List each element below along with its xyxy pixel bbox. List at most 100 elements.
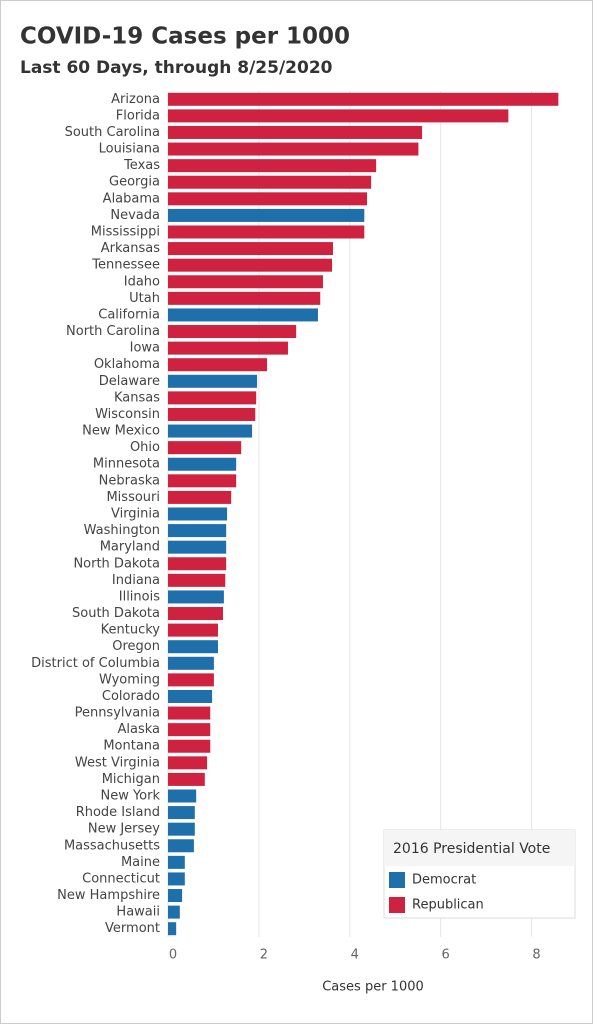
bar bbox=[168, 756, 208, 770]
y-tick-label: District of Columbia bbox=[31, 656, 160, 671]
y-tick-label: Iowa bbox=[130, 341, 160, 356]
y-tick-label: South Carolina bbox=[65, 125, 160, 140]
y-tick-label: Ohio bbox=[130, 440, 160, 455]
bar bbox=[168, 872, 185, 886]
y-tick-label: Alabama bbox=[103, 191, 160, 206]
bar bbox=[168, 424, 253, 438]
x-tick-label: 8 bbox=[532, 948, 540, 963]
y-tick-label: West Virginia bbox=[75, 755, 160, 770]
y-tick-label: Colorado bbox=[102, 689, 160, 704]
bar bbox=[168, 441, 242, 455]
bar bbox=[168, 905, 180, 919]
bar bbox=[168, 590, 224, 604]
bar bbox=[168, 540, 227, 554]
y-tick-label: Rhode Island bbox=[76, 805, 160, 820]
bar bbox=[168, 524, 227, 538]
y-tick-label: Virginia bbox=[111, 507, 160, 522]
bar bbox=[168, 308, 318, 322]
legend: 2016 Presidential Vote Democrat Republica… bbox=[383, 829, 576, 919]
y-tick-label: Idaho bbox=[124, 274, 160, 289]
bar bbox=[168, 623, 218, 637]
y-tick-label: Mississippi bbox=[91, 225, 160, 240]
bar bbox=[168, 325, 297, 339]
bar bbox=[168, 142, 419, 156]
y-tick-label: Florida bbox=[116, 108, 160, 123]
y-tick-label: Minnesota bbox=[93, 457, 160, 472]
legend-label: Republican bbox=[412, 898, 484, 913]
bar bbox=[168, 922, 177, 936]
bar bbox=[168, 374, 258, 388]
bar bbox=[168, 159, 377, 173]
y-tick-label: Maine bbox=[121, 855, 160, 870]
y-tick-label: Washington bbox=[84, 523, 160, 538]
y-tick-label: Oregon bbox=[112, 639, 160, 654]
bar bbox=[168, 607, 223, 621]
legend-label: Democrat bbox=[412, 873, 476, 888]
y-tick-label: New Hampshire bbox=[57, 888, 160, 903]
bar bbox=[168, 275, 323, 289]
bar bbox=[168, 358, 268, 372]
legend-title: 2016 Presidential Vote bbox=[393, 841, 550, 857]
y-tick-label: North Carolina bbox=[66, 324, 160, 339]
bar bbox=[168, 258, 333, 272]
bar bbox=[168, 723, 211, 737]
bar bbox=[168, 457, 237, 471]
y-tick-label: Hawaii bbox=[116, 905, 160, 920]
bar bbox=[168, 839, 194, 853]
y-tick-label: South Dakota bbox=[72, 606, 160, 621]
x-tick-label: 2 bbox=[260, 948, 268, 963]
y-tick-label: Louisiana bbox=[99, 142, 160, 157]
x-tick-label: 0 bbox=[169, 948, 177, 963]
bar bbox=[168, 125, 423, 139]
legend-swatch bbox=[389, 872, 405, 888]
bar bbox=[168, 225, 365, 239]
bar bbox=[168, 772, 205, 786]
y-tick-label: Delaware bbox=[99, 374, 160, 389]
bar bbox=[168, 474, 237, 488]
y-tick-label: New York bbox=[100, 789, 160, 804]
y-tick-label: Arkansas bbox=[101, 241, 160, 256]
y-tick-label: New Mexico bbox=[82, 424, 160, 439]
bar bbox=[168, 656, 214, 670]
y-tick-label: Connecticut bbox=[82, 871, 160, 886]
y-tick-label: Texas bbox=[123, 158, 160, 173]
y-tick-label: Missouri bbox=[106, 490, 160, 505]
y-tick-label: Alaska bbox=[117, 722, 160, 737]
y-tick-label: Pennsylvania bbox=[75, 706, 160, 721]
bar bbox=[168, 341, 288, 355]
bar bbox=[168, 889, 183, 903]
y-tick-label: Tennessee bbox=[91, 258, 160, 273]
bar bbox=[168, 806, 195, 820]
y-tick-label: Wyoming bbox=[99, 672, 160, 687]
legend-header bbox=[384, 830, 575, 866]
chart-title: COVID-19 Cases per 1000 bbox=[20, 24, 350, 50]
y-tick-label: Nevada bbox=[110, 208, 160, 223]
y-tick-label: Nebraska bbox=[99, 473, 160, 488]
bar bbox=[168, 789, 197, 803]
bar bbox=[168, 92, 559, 106]
x-tick-label: 4 bbox=[351, 948, 359, 963]
bar bbox=[168, 822, 195, 836]
y-tick-label: Massachusetts bbox=[64, 838, 160, 853]
x-tick-label: 6 bbox=[442, 948, 450, 963]
bar bbox=[168, 407, 256, 421]
bar bbox=[168, 490, 232, 504]
y-tick-label: North Dakota bbox=[73, 556, 160, 571]
y-tick-label: New Jersey bbox=[88, 822, 160, 837]
x-axis-label: Cases per 1000 bbox=[322, 980, 424, 995]
y-tick-label: Vermont bbox=[105, 921, 160, 936]
bar bbox=[168, 739, 211, 753]
bar bbox=[168, 507, 228, 521]
bar bbox=[168, 242, 333, 256]
y-tick-label: Maryland bbox=[100, 540, 160, 555]
bar bbox=[168, 673, 214, 687]
bar bbox=[168, 208, 365, 222]
y-tick-label: Montana bbox=[103, 739, 160, 754]
bar bbox=[168, 109, 509, 123]
y-tick-label: Kentucky bbox=[101, 623, 161, 638]
bar bbox=[168, 640, 218, 654]
bar bbox=[168, 855, 185, 869]
bar bbox=[168, 557, 227, 571]
bar bbox=[168, 175, 372, 189]
